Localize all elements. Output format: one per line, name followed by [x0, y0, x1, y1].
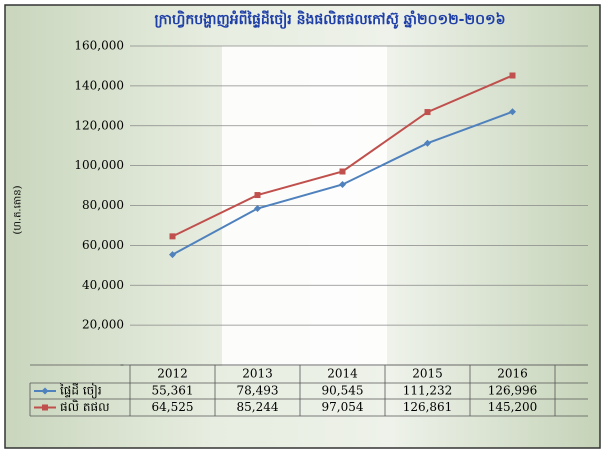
legend-label: ផ្ទៃដី ចៀរ [59, 383, 102, 399]
table-cell: 126,861 [403, 400, 453, 414]
table-cell: 78,493 [237, 384, 279, 398]
y-axis-label: (ហ.ត.តោន) [13, 185, 24, 234]
y-tick-label: 160,000 [74, 39, 124, 53]
y-tick-label: 60,000 [82, 238, 124, 252]
chart-title: ក្រាហ្វិកបង្ហាញអំពីផ្ទៃដីចៀរ និងផលិតផលកៅ… [155, 10, 506, 29]
table-cell: 85,244 [237, 400, 279, 414]
marker [509, 72, 516, 79]
x-tick-label: 2014 [327, 367, 358, 381]
marker [339, 168, 346, 175]
y-tick-label: 140,000 [74, 78, 124, 92]
table-cell: 55,361 [152, 384, 194, 398]
marker [169, 233, 176, 240]
x-tick-label: 2012 [157, 367, 188, 381]
y-tick-label: 80,000 [82, 198, 124, 212]
marker [339, 180, 346, 188]
legend-label: ផលិ តផល [60, 399, 110, 414]
marker [424, 109, 431, 116]
legend-marker [42, 404, 48, 411]
y-tick-label: - [120, 358, 124, 372]
marker [254, 205, 261, 213]
y-tick-label: 40,000 [82, 278, 124, 292]
marker [169, 251, 176, 259]
table-cell: 111,232 [403, 384, 453, 398]
marker [424, 139, 431, 147]
x-tick-label: 2016 [497, 367, 528, 381]
marker [509, 108, 516, 116]
marker [254, 192, 261, 199]
y-tick-label: 20,000 [82, 318, 124, 332]
highlight-band [222, 46, 387, 366]
table-cell: 64,525 [152, 400, 194, 414]
legend-marker [41, 387, 49, 395]
table-cell: 90,545 [322, 384, 364, 398]
table-cell: 126,996 [488, 384, 538, 398]
y-tick-label: 120,000 [74, 118, 124, 132]
table-cell: 97,054 [322, 400, 364, 414]
table-cell: 145,200 [488, 400, 538, 414]
y-tick-label: 100,000 [74, 158, 124, 172]
x-tick-label: 2015 [412, 367, 443, 381]
x-tick-label: 2013 [242, 367, 273, 381]
